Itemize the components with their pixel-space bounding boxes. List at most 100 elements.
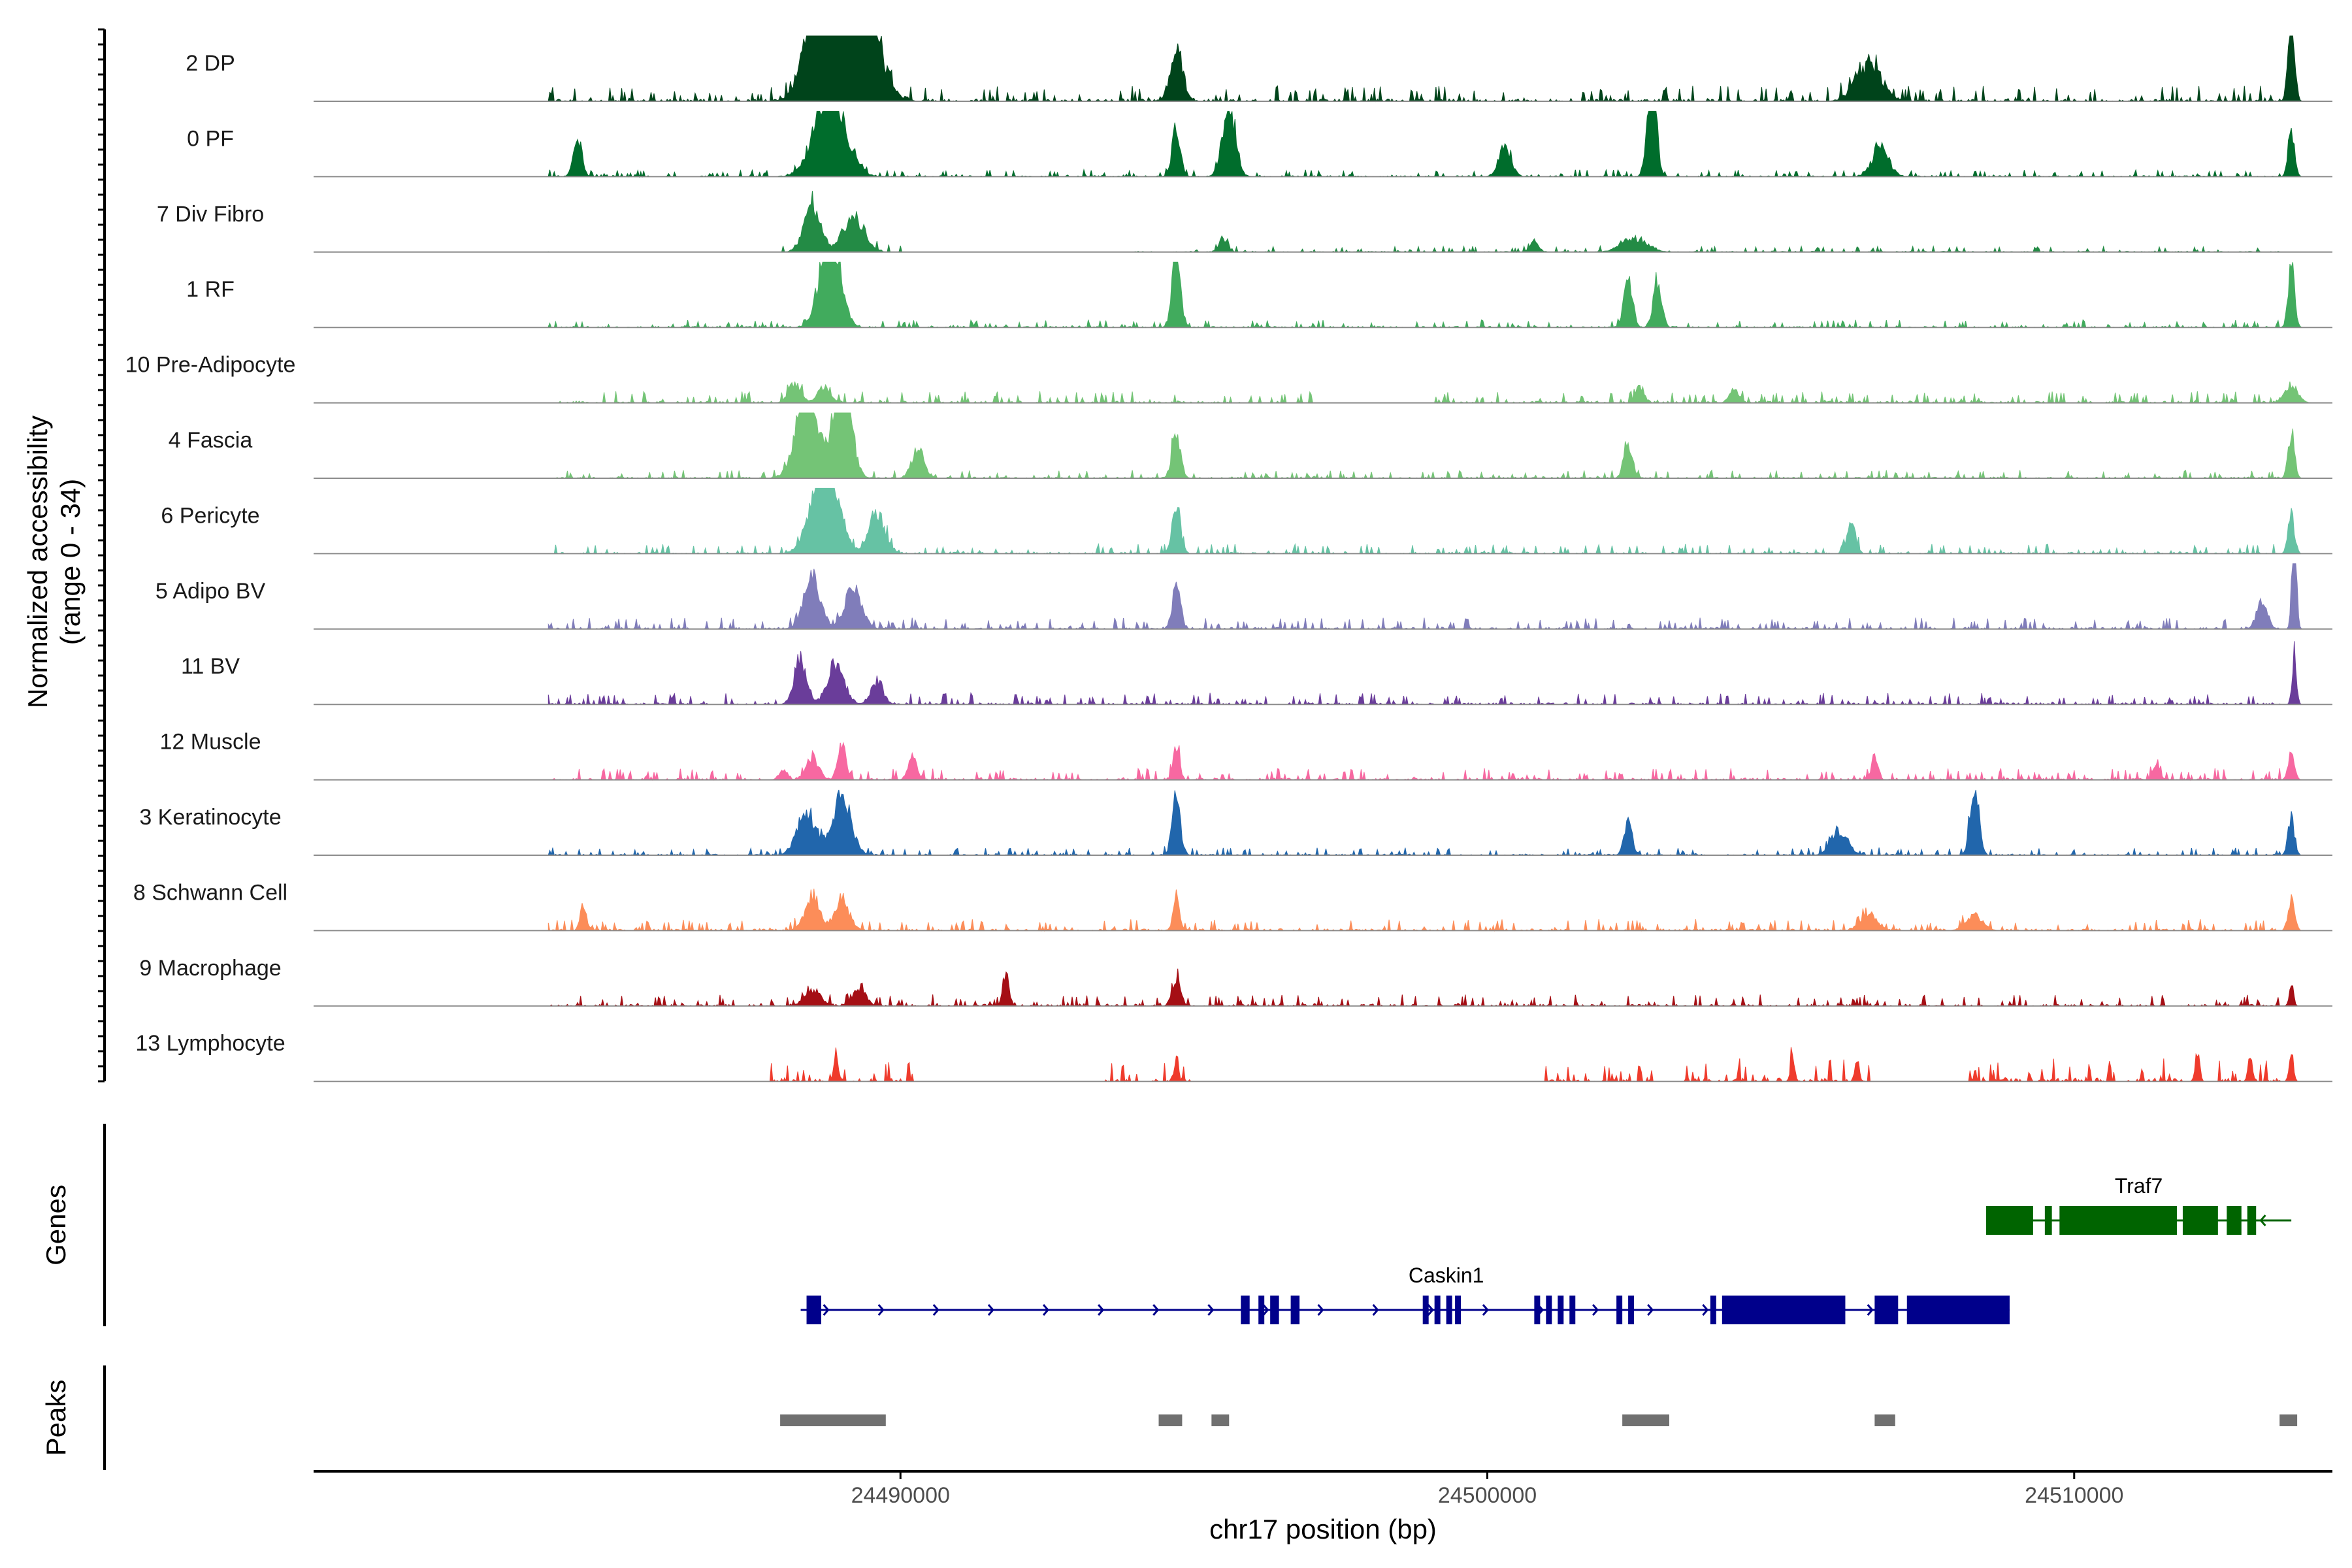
exon <box>1455 1296 1462 1324</box>
x-tick-label: 24510000 <box>2025 1483 2123 1508</box>
track-2-dp: 2 DP <box>186 35 2332 103</box>
track-label: 0 PF <box>187 126 234 151</box>
exon <box>1290 1296 1300 1324</box>
track-label: 1 RF <box>186 277 235 302</box>
exon <box>1874 1296 1899 1324</box>
exon <box>2227 1206 2242 1235</box>
exon <box>2059 1206 2177 1235</box>
exon <box>1906 1296 2010 1324</box>
track-area <box>548 381 2332 404</box>
track-7-div-fibro: 7 Div Fibro <box>157 191 2332 253</box>
peak-bar <box>780 1414 886 1426</box>
track-label: 10 Pre-Adipocyte <box>125 353 296 378</box>
peak-regions <box>780 1414 2298 1426</box>
track-area <box>547 563 2332 630</box>
x-axis-ticks: 24490000 24500000 24510000 <box>851 1471 2123 1508</box>
exon <box>1258 1296 1265 1324</box>
exon <box>1446 1296 1452 1324</box>
strand-arrow <box>1592 1304 1599 1316</box>
peak-bar <box>1211 1414 1230 1426</box>
exon <box>1534 1296 1541 1324</box>
peak-bar <box>1874 1414 1895 1426</box>
genes-panel-label: Genes <box>41 1184 71 1266</box>
exon <box>1270 1296 1279 1324</box>
track-label: 11 BV <box>181 654 240 679</box>
strand-arrow <box>1482 1304 1489 1316</box>
exon <box>2044 1206 2052 1235</box>
strand-arrow <box>1042 1304 1050 1316</box>
track-9-macrophage: 9 Macrophage <box>139 956 2332 1007</box>
track-area <box>547 35 2332 103</box>
track-label: 12 Muscle <box>160 730 261 755</box>
strand-arrow <box>877 1304 885 1316</box>
exon <box>1546 1296 1552 1324</box>
strand-arrow <box>987 1304 994 1316</box>
track-label: 13 Lymphocyte <box>135 1031 285 1056</box>
track-area <box>547 261 2332 329</box>
track-label: 9 Macrophage <box>139 956 281 981</box>
coverage-y-axis <box>98 28 106 1083</box>
track-0-pf: 0 PF <box>187 110 2332 178</box>
exon <box>1241 1296 1250 1324</box>
track-area <box>548 1047 2332 1083</box>
exon <box>1569 1296 1576 1324</box>
x-axis-title: chr17 position (bp) <box>1209 1514 1437 1544</box>
track-label: 8 Schwann Cell <box>133 880 287 905</box>
strand-arrow <box>1372 1304 1379 1316</box>
exon <box>1616 1296 1623 1324</box>
x-tick-label: 24500000 <box>1438 1483 1537 1508</box>
gene-name: Traf7 <box>2115 1174 2163 1198</box>
track-label: 6 Pericyte <box>161 503 259 528</box>
strand-arrow <box>823 1304 830 1316</box>
strand-arrow <box>932 1304 939 1316</box>
track-area <box>547 889 2332 932</box>
track-4-fascia: 4 Fascia <box>169 412 2332 480</box>
peak-bar <box>1158 1414 1183 1426</box>
exon <box>1422 1296 1429 1324</box>
y-axis-title-line1: Normalized accessibility <box>22 416 53 708</box>
track-1-rf: 1 RF <box>186 261 2332 329</box>
track-label: 5 Adipo BV <box>155 579 266 604</box>
peak-bar <box>1622 1414 1669 1426</box>
peaks-panel-label: Peaks <box>41 1380 71 1456</box>
track-6-pericyte: 6 Pericyte <box>161 487 2332 555</box>
y-axis-title-line2: (range 0 - 34) <box>55 479 86 645</box>
x-tick-label: 24490000 <box>851 1483 950 1508</box>
gene-annotations: Traf7 Caskin1 <box>800 1174 2292 1324</box>
exon <box>1722 1296 1846 1324</box>
strand-arrow <box>1702 1304 1709 1316</box>
strand-arrow <box>1262 1304 1269 1316</box>
peak-bar <box>2279 1414 2298 1426</box>
exon <box>1628 1296 1635 1324</box>
track-13-lymphocyte: 13 Lymphocyte <box>135 1031 2332 1083</box>
track-5-adipo-bv: 5 Adipo BV <box>155 563 2332 630</box>
track-label: 4 Fascia <box>169 428 253 453</box>
strand-arrow <box>1098 1304 1105 1316</box>
track-area <box>547 191 2332 253</box>
track-area <box>548 968 2332 1007</box>
exon <box>1434 1296 1441 1324</box>
gene-traf7: Traf7 <box>1986 1174 2292 1235</box>
track-area <box>548 487 2332 555</box>
strand-arrow <box>1427 1304 1434 1316</box>
track-3-keratinocyte: 3 Keratinocyte <box>139 789 2332 857</box>
track-area <box>547 110 2332 178</box>
y-axis-title: Normalized accessibility (range 0 - 34) <box>22 416 86 708</box>
track-area <box>548 412 2332 480</box>
track-label: 3 Keratinocyte <box>139 805 281 830</box>
gene-name: Caskin1 <box>1409 1264 1484 1287</box>
strand-arrow <box>1207 1304 1215 1316</box>
exon <box>1558 1296 1564 1324</box>
track-11-bv: 11 BV <box>181 641 2332 706</box>
strand-arrow <box>1867 1304 1874 1316</box>
exon <box>806 1296 821 1324</box>
exon <box>2247 1206 2257 1235</box>
track-10-pre-adipocyte: 10 Pre-Adipocyte <box>125 353 2332 404</box>
strand-arrow <box>1317 1304 1324 1316</box>
strand-arrow <box>2259 1215 2266 1226</box>
track-area <box>548 742 2332 781</box>
track-label: 2 DP <box>186 51 235 76</box>
exon <box>1986 1206 2033 1235</box>
track-area <box>547 641 2332 706</box>
